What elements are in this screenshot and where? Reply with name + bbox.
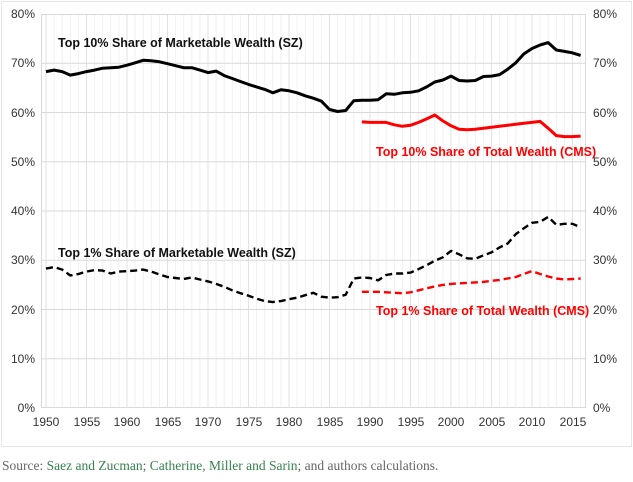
line-chart-svg xyxy=(41,14,586,408)
x-axis-label: 1965 xyxy=(154,415,182,429)
x-axis-label: 2010 xyxy=(518,415,546,429)
y-axis-label: 70% xyxy=(593,56,618,70)
y-axis-label: 0% xyxy=(17,401,35,415)
x-axis-label: 1975 xyxy=(235,415,263,429)
x-axis-label: 1960 xyxy=(113,415,141,429)
source-link-catherine-miller-sarin[interactable]: Catherine, Miller and Sarin xyxy=(149,458,298,473)
y-axis-label: 60% xyxy=(593,106,618,120)
series-label-top10-total: Top 10% Share of Total Wealth (CMS) xyxy=(376,145,597,159)
source-suffix: ; and authors calculations. xyxy=(297,458,439,473)
y-axis-label: 40% xyxy=(593,204,618,218)
y-axis-label: 80% xyxy=(593,7,618,21)
source-line: Source: Saez and Zucman; Catherine, Mill… xyxy=(2,458,630,474)
y-axis-label: 20% xyxy=(10,303,35,317)
y-axis-label: 70% xyxy=(10,56,35,70)
y-axis-label: 80% xyxy=(10,7,35,21)
y-axis-label: 30% xyxy=(10,253,35,267)
x-axis-label: 1985 xyxy=(316,415,344,429)
x-axis-label: 1995 xyxy=(397,415,425,429)
y-axis-label: 0% xyxy=(593,401,611,415)
series-label-top10-marketable: Top 10% Share of Marketable Wealth (SZ) xyxy=(58,36,303,50)
y-axis-label: 50% xyxy=(10,155,35,169)
y-axis-label: 20% xyxy=(593,303,618,317)
x-axis-label: 2000 xyxy=(437,415,465,429)
x-axis-label: 1980 xyxy=(275,415,303,429)
y-axis-label: 60% xyxy=(10,106,35,120)
y-axis-label: 30% xyxy=(593,253,618,267)
x-axis-label: 1970 xyxy=(194,415,222,429)
chart-frame: 80% 70% 60% 50% 40% 30% 20% 10% 0% 80% 70% 60% 50% 4… xyxy=(1,1,632,447)
y-axis-label: 10% xyxy=(593,352,618,366)
x-axis-label: 1990 xyxy=(356,415,384,429)
x-axis-label: 2005 xyxy=(478,415,506,429)
x-axis-label: 1955 xyxy=(73,415,101,429)
series-label-top1-marketable: Top 1% Share of Marketable Wealth (SZ) xyxy=(58,246,296,260)
y-axis-label: 40% xyxy=(10,204,35,218)
plot-area xyxy=(41,14,586,408)
series-label-top1-total: Top 1% Share of Total Wealth (CMS) xyxy=(376,304,590,318)
x-axis-label: 2015 xyxy=(559,415,587,429)
y-axis-label: 10% xyxy=(10,352,35,366)
source-prefix: Source: xyxy=(2,458,47,473)
source-separator: ; xyxy=(142,458,150,473)
y-axis-label: 50% xyxy=(593,155,618,169)
source-link-saez-zucman[interactable]: Saez and Zucman xyxy=(46,458,143,473)
x-axis-label: 1950 xyxy=(32,415,60,429)
